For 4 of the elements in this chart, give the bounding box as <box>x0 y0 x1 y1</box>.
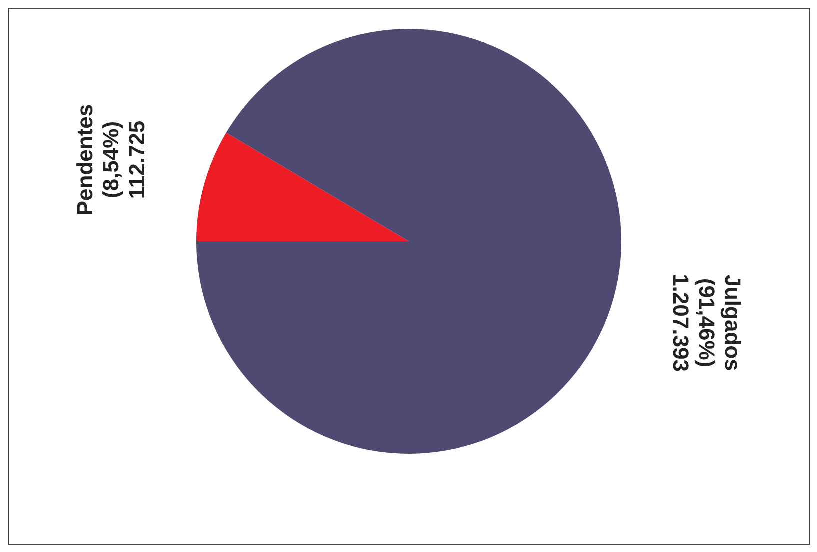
data-label: (8,54%) 112.725 <box>98 120 150 200</box>
data-label: (91,46%) 1.207.393 <box>668 274 720 372</box>
slice-label: Julgados <box>720 274 746 372</box>
slice-label: Pendentes <box>72 104 98 216</box>
